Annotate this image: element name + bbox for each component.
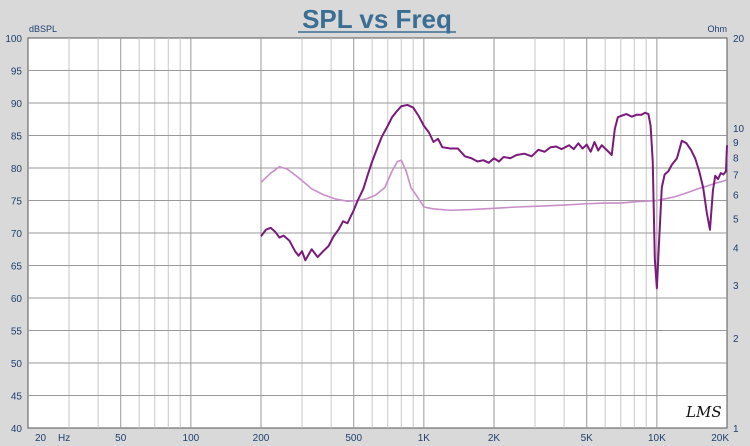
x-axis-ticks: 20 50 100 200 500 1K 2K 5K 10K 20K Hz: [35, 433, 729, 444]
left-tick-label: 95: [11, 67, 23, 78]
x-tick-label: 100: [183, 433, 200, 444]
x-unit-label: Hz: [58, 433, 70, 444]
left-tick-label: 75: [11, 197, 23, 208]
right-axis-ticks: 1 2 3 4 5 6 7 8 9 10 20: [733, 34, 745, 435]
right-tick-label: 20: [733, 34, 745, 45]
right-tick-label: 9: [733, 138, 739, 149]
x-tick-label: 500: [345, 433, 362, 444]
right-axis-unit: Ohm: [707, 24, 727, 34]
spl-curve: [260, 103, 728, 290]
left-tick-label: 65: [11, 262, 23, 273]
left-tick-label: 70: [11, 229, 23, 240]
left-tick-label: 85: [11, 132, 23, 143]
series-layer: [260, 103, 728, 290]
left-tick-label: 50: [11, 359, 23, 370]
right-tick-label: 4: [733, 244, 739, 255]
right-tick-label: 6: [733, 191, 739, 202]
left-tick-label: 45: [11, 392, 23, 403]
x-tick-label: 20: [35, 433, 47, 444]
lms-logo: LMS: [685, 403, 722, 421]
right-tick-label: 3: [733, 281, 739, 292]
chart-title: SPL vs Freq: [302, 4, 452, 34]
impedance-curve: [260, 159, 728, 212]
right-tick-label: 1: [733, 424, 739, 435]
left-axis-ticks: 40 45 50 55 60 65 70 75 80 85 90 95 100: [5, 34, 22, 435]
left-tick-label: 90: [11, 99, 23, 110]
left-tick-label: 55: [11, 327, 23, 338]
left-axis-unit: dBSPL: [29, 24, 57, 34]
right-tick-label: 8: [733, 153, 739, 164]
left-tick-label: 40: [11, 424, 23, 435]
right-tick-label: 2: [733, 334, 739, 345]
left-tick-label: 100: [5, 34, 22, 45]
right-tick-label: 10: [733, 124, 745, 135]
x-tick-label: 5K: [581, 433, 594, 444]
x-tick-label: 20K: [711, 433, 729, 444]
x-tick-label: 10K: [648, 433, 666, 444]
x-tick-label: 1K: [418, 433, 431, 444]
x-tick-label: 200: [253, 433, 270, 444]
left-tick-label: 80: [11, 164, 23, 175]
x-tick-label: 2K: [488, 433, 501, 444]
right-tick-label: 7: [733, 171, 739, 182]
grid: [28, 38, 727, 428]
right-tick-label: 5: [733, 214, 739, 225]
left-tick-label: 60: [11, 294, 23, 305]
x-tick-label: 50: [115, 433, 127, 444]
